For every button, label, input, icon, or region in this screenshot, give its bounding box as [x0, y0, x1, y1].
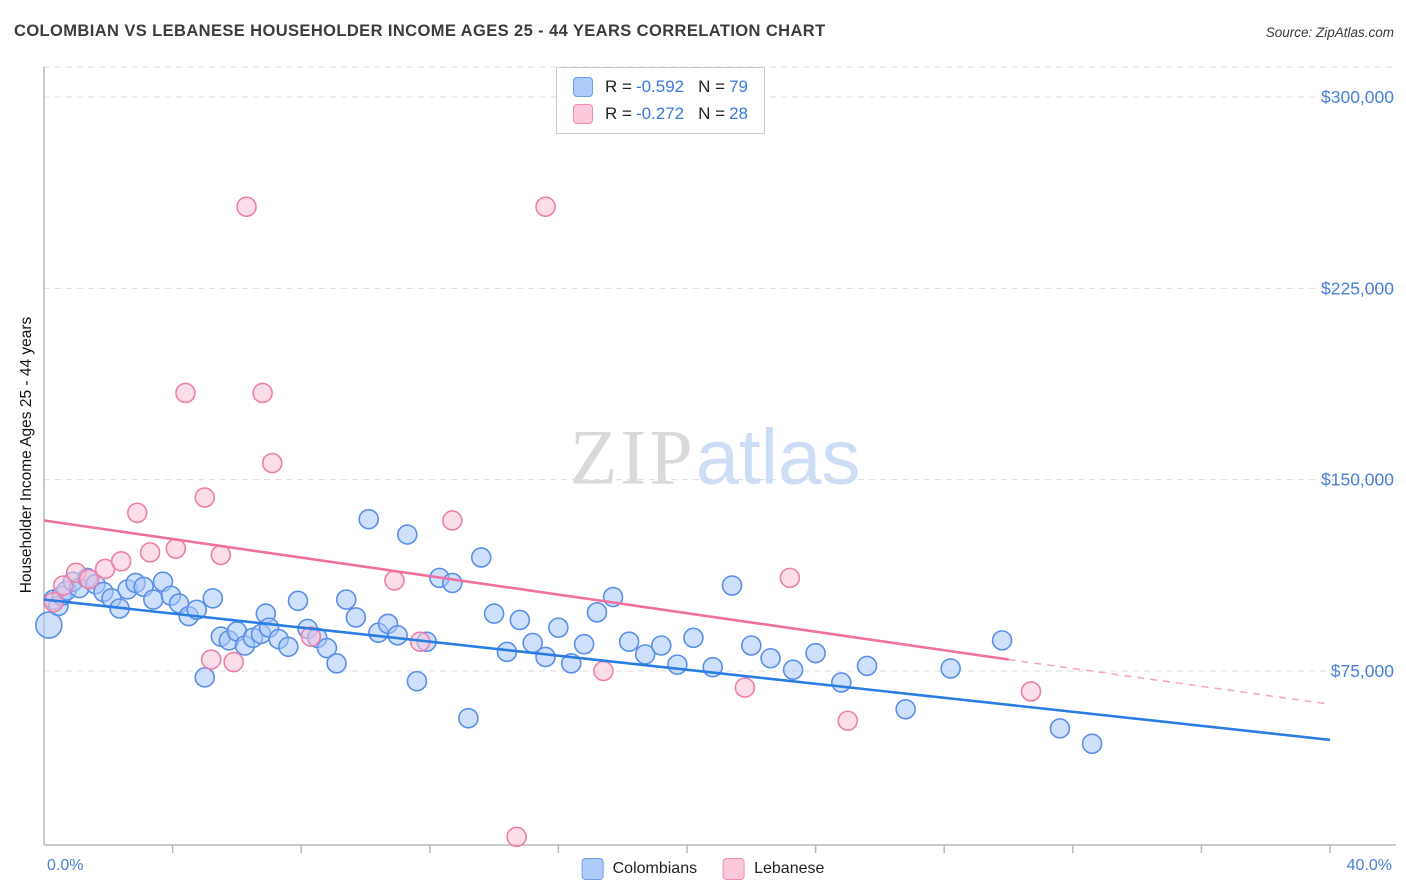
- data-point-colombians: [287, 590, 309, 612]
- lebanese-swatch-icon: [723, 858, 746, 880]
- page-title: COLOMBIAN VS LEBANESE HOUSEHOLDER INCOME…: [14, 22, 826, 40]
- data-point-colombians: [470, 547, 492, 568]
- data-point-lebanese: [734, 677, 756, 698]
- data-point-colombians: [442, 572, 463, 594]
- data-point-colombians: [335, 589, 357, 610]
- data-point-colombians: [35, 611, 63, 639]
- data-point-colombians: [202, 587, 224, 609]
- y-axis-title: Householder Income Ages 25 - 44 years: [18, 316, 35, 594]
- y-tick-label: $150,000: [1321, 470, 1394, 490]
- x-tick-label-max: 40.0%: [1347, 857, 1392, 874]
- data-point-colombians: [1049, 718, 1071, 739]
- data-point-lebanese: [139, 542, 161, 563]
- data-point-colombians: [721, 575, 743, 596]
- r-value: -0.592: [635, 77, 685, 96]
- data-point-colombians: [856, 655, 878, 677]
- data-point-lebanese: [506, 826, 527, 848]
- data-point-lebanese: [52, 575, 74, 596]
- data-point-lebanese: [78, 568, 100, 590]
- data-point-colombians: [805, 642, 826, 664]
- data-point-colombians: [345, 607, 367, 628]
- data-point-lebanese: [236, 196, 257, 217]
- n-value: 28: [729, 104, 748, 123]
- data-point-colombians: [194, 667, 216, 688]
- data-point-lebanese: [165, 538, 187, 559]
- data-point-colombians: [683, 627, 704, 649]
- data-point-colombians: [548, 617, 569, 638]
- data-point-lebanese: [1020, 681, 1042, 702]
- data-point-lebanese: [535, 196, 556, 217]
- data-point-lebanese: [194, 487, 216, 508]
- data-point-colombians: [458, 707, 479, 729]
- data-point-colombians: [940, 658, 961, 679]
- data-point-colombians: [143, 589, 164, 610]
- r-label: R = -0.592 N = 79: [605, 77, 748, 96]
- data-point-colombians: [667, 654, 688, 675]
- data-point-lebanese: [261, 452, 283, 474]
- legend-label: Lebanese: [754, 860, 825, 877]
- source-label: Source: ZipAtlas.com: [1265, 25, 1394, 40]
- data-point-colombians: [740, 635, 762, 656]
- data-point-colombians: [387, 624, 408, 646]
- colombians-swatch-icon: [581, 858, 604, 880]
- legend-label: Colombians: [612, 860, 698, 877]
- data-point-lebanese: [200, 649, 222, 670]
- data-point-colombians: [650, 635, 672, 656]
- lebanese-swatch-icon: [573, 104, 593, 124]
- data-point-colombians: [358, 508, 380, 530]
- n-value: 79: [729, 77, 748, 96]
- trend-line-lebanese: [1008, 658, 1331, 705]
- data-point-colombians: [760, 647, 781, 669]
- colombians-swatch-icon: [573, 77, 593, 97]
- data-point-colombians: [586, 602, 608, 623]
- data-point-colombians: [396, 524, 418, 545]
- data-point-colombians: [991, 630, 1013, 651]
- data-point-colombians: [326, 653, 347, 674]
- data-point-lebanese: [210, 544, 232, 566]
- legend-item-colombians[interactable]: Colombians: [581, 858, 698, 880]
- trend-line-colombians: [43, 598, 1331, 742]
- data-point-lebanese: [175, 382, 196, 404]
- r-value: -0.272: [635, 104, 685, 123]
- data-point-colombians: [573, 633, 595, 655]
- correlation-legend-box: R = -0.592 N = 79 R = -0.272 N = 28: [556, 67, 765, 134]
- data-point-colombians: [483, 603, 505, 624]
- y-tick-label: $225,000: [1321, 278, 1394, 298]
- data-point-colombians: [316, 637, 338, 659]
- data-point-lebanese: [223, 651, 244, 673]
- data-point-lebanese: [593, 660, 614, 682]
- data-point-colombians: [406, 670, 428, 692]
- y-tick-label: $300,000: [1321, 87, 1394, 107]
- data-point-lebanese: [300, 626, 322, 647]
- r-label: R = -0.272 N = 28: [605, 104, 748, 123]
- data-point-colombians: [618, 631, 640, 652]
- legend-item-lebanese[interactable]: Lebanese: [723, 858, 824, 880]
- data-point-colombians: [278, 636, 299, 658]
- data-point-colombians: [782, 659, 804, 681]
- data-point-lebanese: [837, 710, 859, 732]
- data-point-colombians: [1081, 733, 1103, 755]
- trend-line-lebanese: [43, 519, 1009, 661]
- y-tick-label: $75,000: [1331, 661, 1395, 681]
- data-point-lebanese: [442, 510, 463, 531]
- data-point-colombians: [535, 646, 556, 668]
- data-point-lebanese: [110, 551, 132, 572]
- x-tick-label-min: 0.0%: [47, 857, 83, 874]
- data-point-colombians: [509, 609, 531, 631]
- data-point-lebanese: [126, 502, 148, 524]
- data-point-colombians: [831, 672, 852, 693]
- data-point-lebanese: [252, 382, 273, 404]
- data-point-lebanese: [384, 570, 405, 591]
- legend-row-colombians: R = -0.592 N = 79: [573, 77, 748, 97]
- series-legend: Colombians Lebanese: [571, 858, 835, 880]
- data-point-lebanese: [779, 567, 801, 589]
- data-point-colombians: [895, 698, 916, 720]
- legend-row-lebanese: R = -0.272 N = 28: [573, 104, 748, 124]
